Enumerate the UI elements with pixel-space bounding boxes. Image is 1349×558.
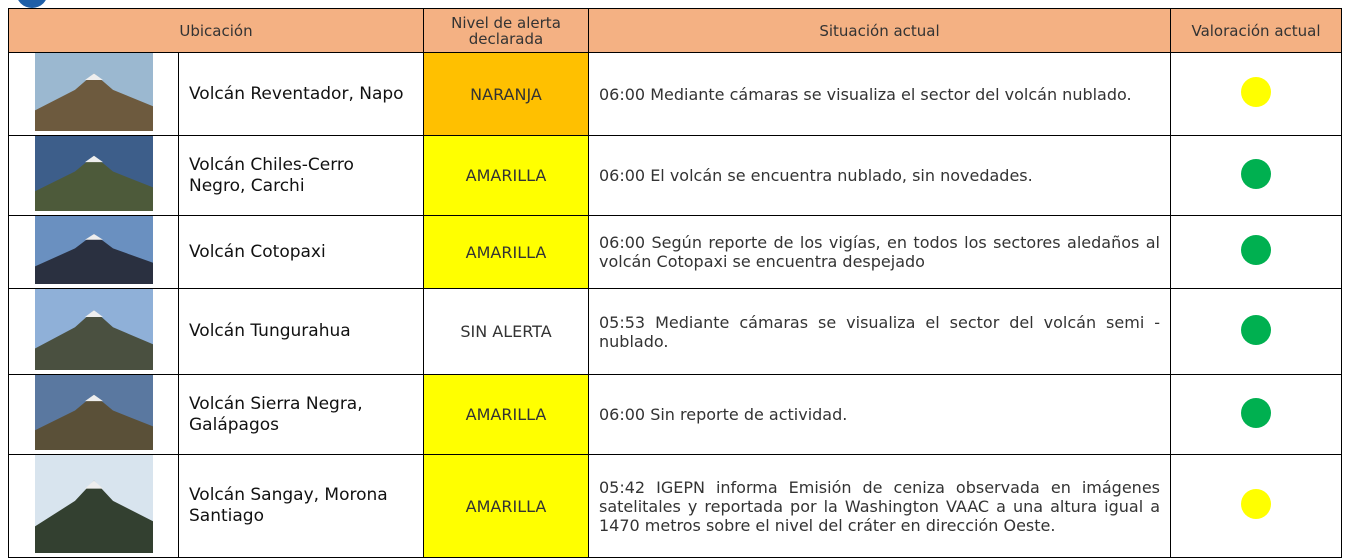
volcano-photo (34, 455, 153, 553)
row: Volcán Cotopaxi AMARILLA 06:00 Según repor… (8, 215, 1342, 289)
column-header: Ubicación (8, 8, 424, 53)
photo-cell (8, 454, 179, 558)
location: Volcán Sangay, Morona Santiago (178, 454, 424, 558)
alert-level: AMARILLA (423, 454, 589, 558)
photo-cell (8, 135, 179, 216)
volcano-table: Ubicación Nivel de alerta declarada Situac… (8, 8, 1342, 558)
photo-cell (8, 215, 179, 289)
location: Volcán Chiles-Cerro Negro, Carchi (178, 135, 424, 216)
situation: 06:00 Según reporte de los vigías, en to… (588, 215, 1171, 289)
alert-level: SIN ALERTA (423, 288, 589, 375)
column-header: Nivel de alerta declarada (423, 8, 589, 53)
volcano-photo (34, 375, 153, 450)
situation: 06:00 Mediante cámaras se visualiza el s… (588, 52, 1171, 136)
row: Volcán Tungurahua SIN ALERTA 05:53 Mediant… (8, 288, 1342, 375)
rating-cell (1170, 135, 1342, 216)
rating-dot (1241, 235, 1271, 265)
dot (1241, 489, 1271, 519)
rating-cell (1170, 454, 1342, 558)
situation: 06:00 Sin reporte de actividad. (588, 374, 1171, 455)
situation: 05:42 IGEPN informa Emisión de ceniza ob… (588, 454, 1171, 558)
rating-dot (1241, 489, 1271, 519)
dot (1241, 314, 1271, 345)
rating-dot (1241, 158, 1271, 189)
alert-level: AMARILLA (423, 135, 589, 216)
rating-cell (1170, 52, 1342, 136)
row: Volcán Chiles-Cerro Negro, Carchi AMARILL… (8, 135, 1342, 216)
location: Volcán Tungurahua (178, 288, 424, 375)
volcano-photo (34, 289, 153, 370)
rating-cell (1170, 288, 1342, 375)
row: Volcán Sierra Negra, Galápagos AMARILLA 06… (8, 374, 1342, 455)
photo-cell (8, 374, 179, 455)
logo (18, 0, 46, 8)
photo-cell (8, 288, 179, 375)
location: Volcán Reventador, Napo (178, 52, 424, 136)
rating-cell (1170, 215, 1342, 289)
situation: 06:00 El volcán se encuentra nublado, si… (588, 135, 1171, 216)
dot (1241, 158, 1271, 189)
column-header: Situación actual (588, 8, 1171, 53)
column-header: Valoración actual (1170, 8, 1342, 53)
location: Volcán Cotopaxi (178, 215, 424, 289)
alert-level: AMARILLA (423, 374, 589, 455)
photo-cell (8, 52, 179, 136)
volcano-photo (34, 136, 153, 211)
alert-level: NARANJA (423, 52, 589, 136)
rating-dot (1241, 77, 1271, 107)
header-row: Ubicación Nivel de alerta declarada Situac… (8, 8, 1342, 53)
dot (1241, 235, 1271, 265)
rating-dot (1241, 397, 1271, 428)
dot (1241, 397, 1271, 428)
alert-level: AMARILLA (423, 215, 589, 289)
volcano-photo (34, 53, 153, 131)
volcano-photo (34, 216, 153, 284)
location: Volcán Sierra Negra, Galápagos (178, 374, 424, 455)
dot (1241, 77, 1271, 107)
rating-dot (1241, 314, 1271, 345)
row: Volcán Sangay, Morona Santiago AMARILLA 05… (8, 454, 1342, 558)
situation: 05:53 Mediante cámaras se visualiza el s… (588, 288, 1171, 375)
row: Volcán Reventador, Napo NARANJA 06:00 Medi… (8, 52, 1342, 136)
rating-cell (1170, 374, 1342, 455)
